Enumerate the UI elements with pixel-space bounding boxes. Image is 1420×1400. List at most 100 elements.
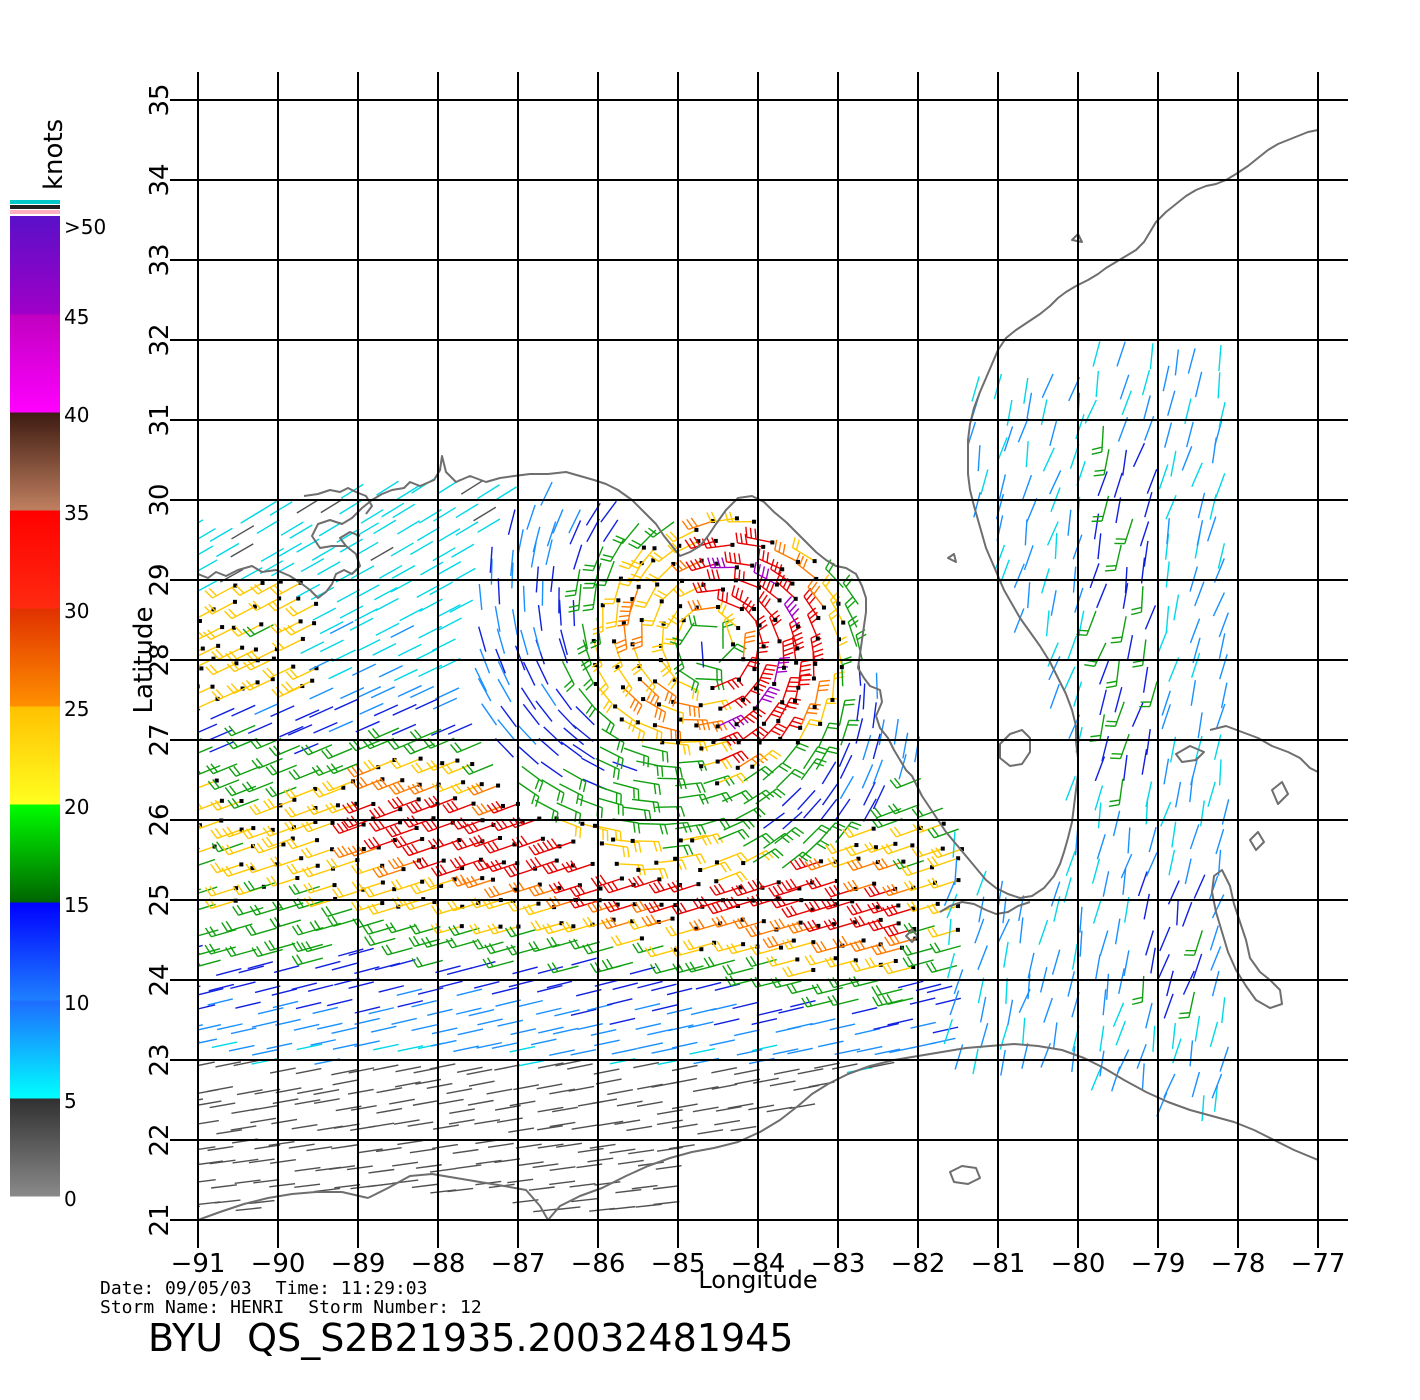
wind-barb (839, 775, 854, 800)
wind-barb (780, 676, 802, 705)
wind-barb (1218, 401, 1226, 428)
wind-barb (1145, 781, 1153, 808)
wind-barb (340, 483, 364, 499)
lon-tick-label: −86 (571, 1249, 626, 1279)
wind-barb (332, 1043, 359, 1050)
wind-barb (872, 785, 886, 810)
lat-tick-label: 21 (145, 1203, 175, 1236)
wind-barb (733, 567, 761, 590)
wind-barb (198, 847, 200, 850)
wind-barb (326, 763, 358, 775)
wind-barb (861, 764, 874, 789)
wind-barb (393, 1119, 420, 1125)
colorbar-label: 40 (64, 403, 89, 427)
wind-barb (211, 1041, 238, 1049)
wind-barb (291, 924, 324, 936)
wind-barb (285, 666, 319, 681)
wind-barb (1120, 853, 1133, 879)
wind-barb (397, 1045, 424, 1052)
colorbar-label: 15 (64, 893, 89, 917)
wind-barb (943, 1019, 953, 1045)
wind-barb (457, 1028, 484, 1036)
storm-name-label: Storm Name: (100, 1297, 220, 1318)
wind-barb (774, 539, 800, 564)
wind-barb (270, 705, 295, 718)
wind-barb (1040, 399, 1048, 426)
wind-barb (198, 1100, 222, 1106)
wind-barb (605, 598, 621, 629)
wind-barb (1092, 341, 1101, 367)
wind-barb (231, 580, 265, 596)
wind-barb (235, 1001, 261, 1009)
wind-barb (373, 1043, 399, 1051)
wind-barb (309, 920, 341, 932)
wind-barb (1065, 776, 1076, 801)
wind-barb (359, 702, 384, 715)
date-label: Date: (100, 1278, 155, 1299)
wind-barb (350, 565, 375, 580)
wind-barb (1173, 594, 1180, 621)
wind-barb (198, 723, 218, 734)
wind-barb (1191, 1071, 1201, 1098)
wind-barb (1168, 657, 1180, 682)
wind-barb (461, 875, 495, 889)
wind-barb (757, 722, 788, 745)
wind-barb (752, 848, 784, 863)
wind-barb (1211, 894, 1225, 919)
wind-barb (842, 826, 876, 839)
wind-barb (368, 1007, 395, 1015)
wind-barb (766, 955, 800, 967)
wind-barb (1194, 581, 1205, 607)
wind-barb (772, 1048, 799, 1056)
wind-barb (448, 1118, 475, 1125)
wind-barb (1217, 543, 1226, 569)
lon-tick-label: −82 (891, 1249, 946, 1279)
wind-barb (370, 686, 395, 699)
wind-barb (1170, 450, 1177, 477)
wind-barb (442, 800, 476, 814)
wind-barb (667, 880, 701, 893)
wind-barb (839, 754, 853, 779)
wind-barb (376, 480, 399, 496)
wind-barb (1046, 521, 1059, 546)
wind-barb (772, 656, 790, 686)
wind-barb (379, 564, 403, 579)
lon-tick-label: −79 (1131, 1249, 1186, 1279)
wind-barb (1095, 370, 1100, 397)
wind-barb (1065, 850, 1076, 876)
coastline-isla-juventud (949, 1165, 981, 1185)
wind-barb (301, 820, 335, 833)
wind-barb (294, 1166, 321, 1172)
wind-barb (283, 786, 318, 799)
wind-barb (247, 722, 273, 734)
wind-barb (1209, 925, 1219, 951)
wind-barb (749, 944, 784, 956)
wind-barb (449, 599, 474, 613)
wind-barb (167, 1187, 193, 1190)
wind-barb (1122, 582, 1129, 609)
wind-barb (1164, 422, 1173, 448)
wind-barb (535, 700, 553, 722)
wind-barb (532, 1163, 559, 1169)
wind-barb (207, 1145, 234, 1152)
wind-barb (872, 702, 877, 729)
wind-barb (478, 583, 483, 610)
wind-barb (1194, 1015, 1201, 1042)
wind-barb (497, 719, 515, 741)
wind-barb (209, 1102, 236, 1109)
wind-barb (571, 1124, 598, 1130)
wind-barb (902, 732, 909, 759)
colorbar-label: 25 (64, 697, 89, 721)
wind-barb (781, 905, 815, 918)
wind-barb (460, 479, 484, 495)
colorbar-cap (10, 205, 60, 209)
colorbar-label: >50 (64, 215, 106, 239)
wind-barb (216, 1129, 243, 1135)
wind-barb (211, 841, 244, 853)
wind-barb (610, 935, 644, 947)
wind-barb (1123, 896, 1130, 923)
wind-barb (800, 757, 827, 781)
wind-barb (667, 1024, 694, 1032)
wind-barb (688, 918, 723, 932)
wind-barb (641, 914, 675, 927)
